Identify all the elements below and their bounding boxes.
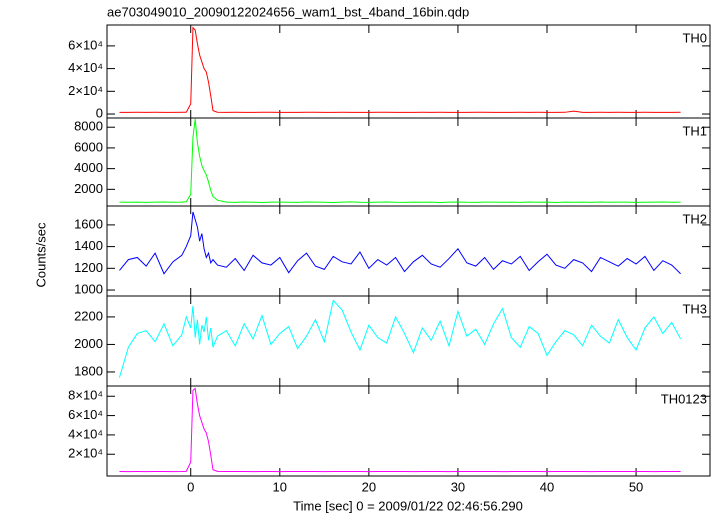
y-tick-label: 2000 <box>74 336 103 351</box>
x-tick-label: 30 <box>451 479 465 494</box>
panel-frame <box>106 385 711 477</box>
y-tick-label: 8×10⁴ <box>68 388 103 403</box>
light-curve <box>118 299 682 378</box>
panel-label: TH1 <box>682 123 707 138</box>
x-tick-label: 0 <box>187 479 194 494</box>
panel-label: TH0 <box>682 30 707 45</box>
y-tick-label: 1200 <box>74 260 103 275</box>
x-axis-label: Time [sec] 0 = 2009/01/22 02:46:56.290 <box>293 498 523 513</box>
y-tick-label: 4×10⁴ <box>68 426 103 441</box>
y-tick-label: 2000 <box>74 181 103 196</box>
y-tick-label: 2×10⁴ <box>68 446 103 461</box>
y-tick-label: 0 <box>96 105 103 120</box>
y-tick-label: 1800 <box>74 363 103 378</box>
x-tick-label: 20 <box>362 479 376 494</box>
y-axis-label: Counts/sec <box>33 222 48 288</box>
y-tick-label: 4×10⁴ <box>68 60 103 75</box>
x-tick-label: 10 <box>273 479 287 494</box>
chart-title: ae703049010_20090122024656_wam1_bst_4ban… <box>107 4 469 19</box>
y-tick-label: 4000 <box>74 160 103 175</box>
y-tick-label: 6000 <box>74 139 103 154</box>
y-tick-label: 6×10⁴ <box>68 407 103 422</box>
panel-label: TH0123 <box>661 391 707 406</box>
x-tick-label: 40 <box>540 479 554 494</box>
y-tick-label: 1400 <box>74 238 103 253</box>
light-curve <box>119 118 681 203</box>
panel-label: TH2 <box>682 211 707 226</box>
y-tick-label: 2×10⁴ <box>68 83 103 98</box>
y-tick-label: 6×10⁴ <box>68 37 103 52</box>
light-curve <box>119 26 681 113</box>
y-tick-label: 8000 <box>74 119 103 134</box>
y-tick-label: 1000 <box>74 281 103 296</box>
panel-label: TH3 <box>682 301 707 316</box>
y-tick-label: 2200 <box>74 308 103 323</box>
x-tick-label: 50 <box>629 479 643 494</box>
y-tick-label: 1600 <box>74 216 103 231</box>
light-curve <box>119 387 681 473</box>
light-curve <box>119 211 681 275</box>
